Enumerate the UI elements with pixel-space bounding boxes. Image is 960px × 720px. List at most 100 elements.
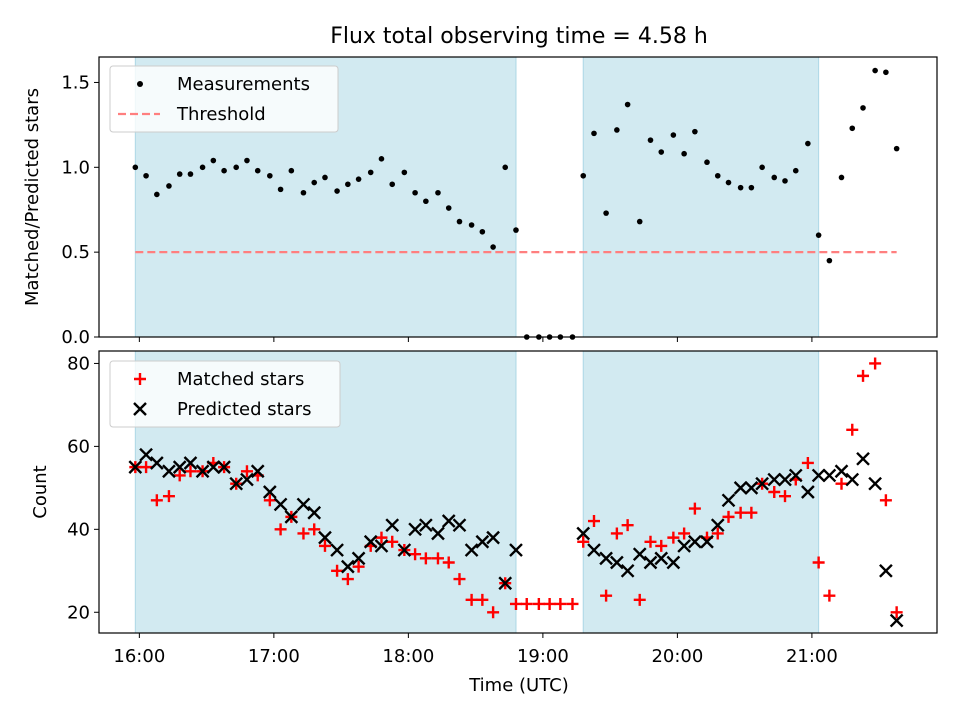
y-tick-label: 0.5 <box>61 242 90 263</box>
matched-star-point <box>184 465 197 478</box>
measurement-point <box>244 157 250 164</box>
measurement-point <box>737 184 744 191</box>
x-tick-label: 21:00 <box>786 646 838 667</box>
predicted-star-point <box>486 530 500 545</box>
matched-star-point <box>442 556 455 569</box>
measurement-point <box>591 130 597 137</box>
measurement-point <box>334 188 340 194</box>
predicted-star-point <box>475 534 490 549</box>
y-tick-label: 1.5 <box>61 72 90 93</box>
matched-star-point <box>779 490 792 503</box>
measurement-point <box>860 105 866 111</box>
observing-window-1 <box>582 350 820 634</box>
matched-star-point <box>173 469 186 482</box>
ratio-panel-y-ticks: 0.0 0.5 1.0 1.5 <box>61 72 99 348</box>
measurement-point <box>423 198 429 205</box>
predicted-star-point <box>599 551 613 566</box>
measurement-point <box>502 164 509 171</box>
measurement-point <box>490 244 496 250</box>
predicted-star-point <box>733 481 748 495</box>
measurement-point <box>300 189 307 196</box>
measurement-point <box>412 189 418 196</box>
predicted-star-point <box>576 526 591 541</box>
ratio-panel-frame <box>98 56 938 338</box>
ratio-panel-marks <box>132 67 900 340</box>
predicted-star-point <box>801 485 815 499</box>
measurement-point <box>311 179 318 186</box>
matched-star-point <box>509 597 522 610</box>
predicted-star-point <box>778 472 792 487</box>
count-panel-marks <box>128 357 904 628</box>
matched-star-point <box>240 465 253 478</box>
matched-star-point <box>587 515 600 528</box>
ratio-panel-x-ticks <box>138 337 813 342</box>
matched-star-point <box>655 539 668 552</box>
matched-star-point <box>644 535 657 548</box>
predicted-star-point <box>788 468 803 483</box>
predicted-star-point <box>162 464 176 479</box>
predicted-star-point <box>172 460 187 474</box>
matched-star-point <box>150 494 163 507</box>
predicted-star-point <box>250 464 265 479</box>
matched-star-point <box>711 527 724 540</box>
matched-star-point <box>375 531 388 544</box>
matched-star-point <box>577 535 590 548</box>
x-axis-label: Time (UTC) <box>468 675 569 696</box>
predicted-star-point <box>408 522 422 537</box>
x-tick-label: 20:00 <box>651 646 703 667</box>
predicted-star-point <box>183 456 198 470</box>
measurement-point <box>815 232 822 238</box>
matched-star-point <box>318 539 331 552</box>
predicted-star-point <box>217 460 231 474</box>
matched-star-point <box>341 573 354 586</box>
predicted-star-point <box>845 472 860 487</box>
matched-star-point <box>140 461 153 474</box>
matched-star-point <box>857 369 870 382</box>
measurement-point <box>614 127 620 133</box>
predicted-star-point <box>363 534 378 549</box>
matched-star-point <box>621 519 634 532</box>
predicted-star-point <box>822 468 837 483</box>
legend-measurements-label: Measurements <box>177 74 310 95</box>
measurement-point <box>636 218 643 225</box>
measurement-point <box>714 172 721 179</box>
measurement-point <box>872 67 878 74</box>
measurement-point <box>748 184 755 191</box>
measurement-point <box>759 164 765 171</box>
matched-star-point <box>409 548 422 561</box>
measurement-point <box>849 125 856 132</box>
matched-star-point <box>688 502 701 515</box>
measurement-point <box>143 172 149 179</box>
measurement-point <box>826 257 833 264</box>
predicted-star-point <box>206 460 221 474</box>
measurement-point <box>233 164 240 171</box>
matched-star-point <box>386 535 399 548</box>
count-panel-x-ticks: 16:00 17:00 18:00 19:00 20:00 21:00 <box>113 633 838 667</box>
measurement-point <box>401 169 408 176</box>
measurement-point <box>322 174 328 181</box>
predicted-star-point <box>721 493 736 508</box>
matched-star-point <box>678 527 691 540</box>
matched-star-point <box>274 523 287 536</box>
matched-star-point <box>465 593 478 606</box>
measurement-point <box>267 172 273 179</box>
matched-star-point <box>823 589 836 602</box>
matched-star-point <box>308 523 321 536</box>
x-tick-label: 18:00 <box>382 646 434 667</box>
predicted-star-point <box>340 559 355 574</box>
predicted-star-point <box>755 476 769 491</box>
predicted-star-point <box>889 613 904 628</box>
predicted-star-point <box>509 543 523 557</box>
measurement-point <box>389 181 396 188</box>
measurement-point <box>132 164 139 171</box>
matched-star-point <box>543 597 556 610</box>
legend-matched-label: Matched stars <box>177 369 304 390</box>
predicted-star-point <box>307 505 322 520</box>
measurement-point <box>355 176 362 182</box>
predicted-star-point <box>240 472 254 487</box>
measurement-point <box>468 222 475 228</box>
matched-star-point <box>722 510 735 523</box>
measurement-point <box>883 69 889 76</box>
ratio-panel: 0.0 0.5 1.0 1.5 Matched/Predicted stars Mea… <box>22 56 938 348</box>
predicted-star-point <box>273 497 288 512</box>
